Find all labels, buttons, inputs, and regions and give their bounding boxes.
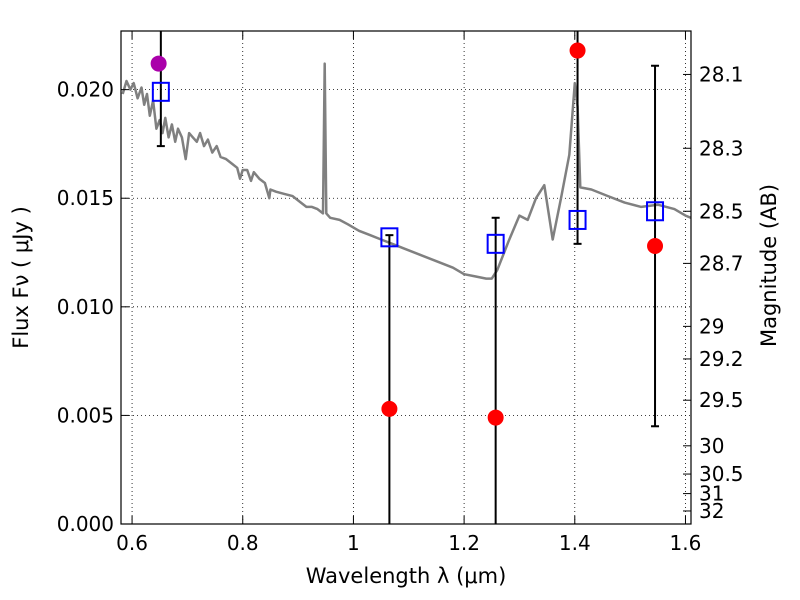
circle-point — [487, 409, 504, 426]
y-tick-label: 0.010 — [57, 295, 114, 319]
y-tick-label: 0.000 — [57, 512, 114, 536]
y-tick-label: 0.005 — [57, 403, 114, 427]
x-tick-label: 1.2 — [448, 531, 480, 555]
error-bars — [156, 31, 660, 524]
square-point — [380, 227, 399, 248]
x-tick-label: 0.6 — [116, 531, 148, 555]
plot-frame — [120, 30, 692, 525]
x-axis-title: Wavelength λ (μm) — [306, 564, 507, 588]
model-spectrum — [121, 62, 692, 280]
x-tick-label: 1.6 — [670, 531, 702, 555]
right-tick-label: 32 — [699, 499, 724, 523]
y-axis-title: Flux Fν ( μJy ) — [9, 206, 33, 349]
circle-point — [569, 42, 586, 59]
right-tick-label: 28.7 — [699, 251, 744, 275]
right-tick-label: 28.1 — [699, 62, 744, 86]
circle-point — [647, 238, 664, 255]
right-tick-label: 30 — [699, 434, 724, 458]
right-tick-label: 30.5 — [699, 462, 744, 486]
right-axis-title: Magnitude (AB) — [757, 184, 781, 347]
x-tick-label: 1 — [347, 531, 360, 555]
y-tick-label: 0.020 — [57, 78, 114, 102]
square-point — [151, 81, 170, 102]
axis-ticks: 0.6 0.8 1 1.2 1.4 1.6 0.000 0.005 0.010 0.015 0.02… — [57, 31, 744, 555]
y-tick-label: 0.015 — [57, 186, 114, 210]
square-point — [568, 209, 587, 230]
data-markers — [150, 42, 665, 426]
right-tick-label: 31 — [699, 482, 724, 506]
square-point — [486, 233, 505, 254]
right-tick-label: 29.2 — [699, 347, 744, 371]
x-tick-label: 0.8 — [227, 531, 259, 555]
right-tick-label: 28.3 — [699, 136, 744, 160]
grid-lines — [121, 31, 691, 525]
right-tick-label: 29.5 — [699, 388, 744, 412]
circle-point — [381, 400, 398, 417]
right-tick-label: 29 — [699, 314, 724, 338]
square-point — [646, 201, 665, 222]
right-tick-label: 28.5 — [699, 199, 744, 223]
x-tick-label: 1.4 — [559, 531, 591, 555]
circle-point — [150, 55, 167, 72]
spectrum-line — [121, 62, 692, 280]
